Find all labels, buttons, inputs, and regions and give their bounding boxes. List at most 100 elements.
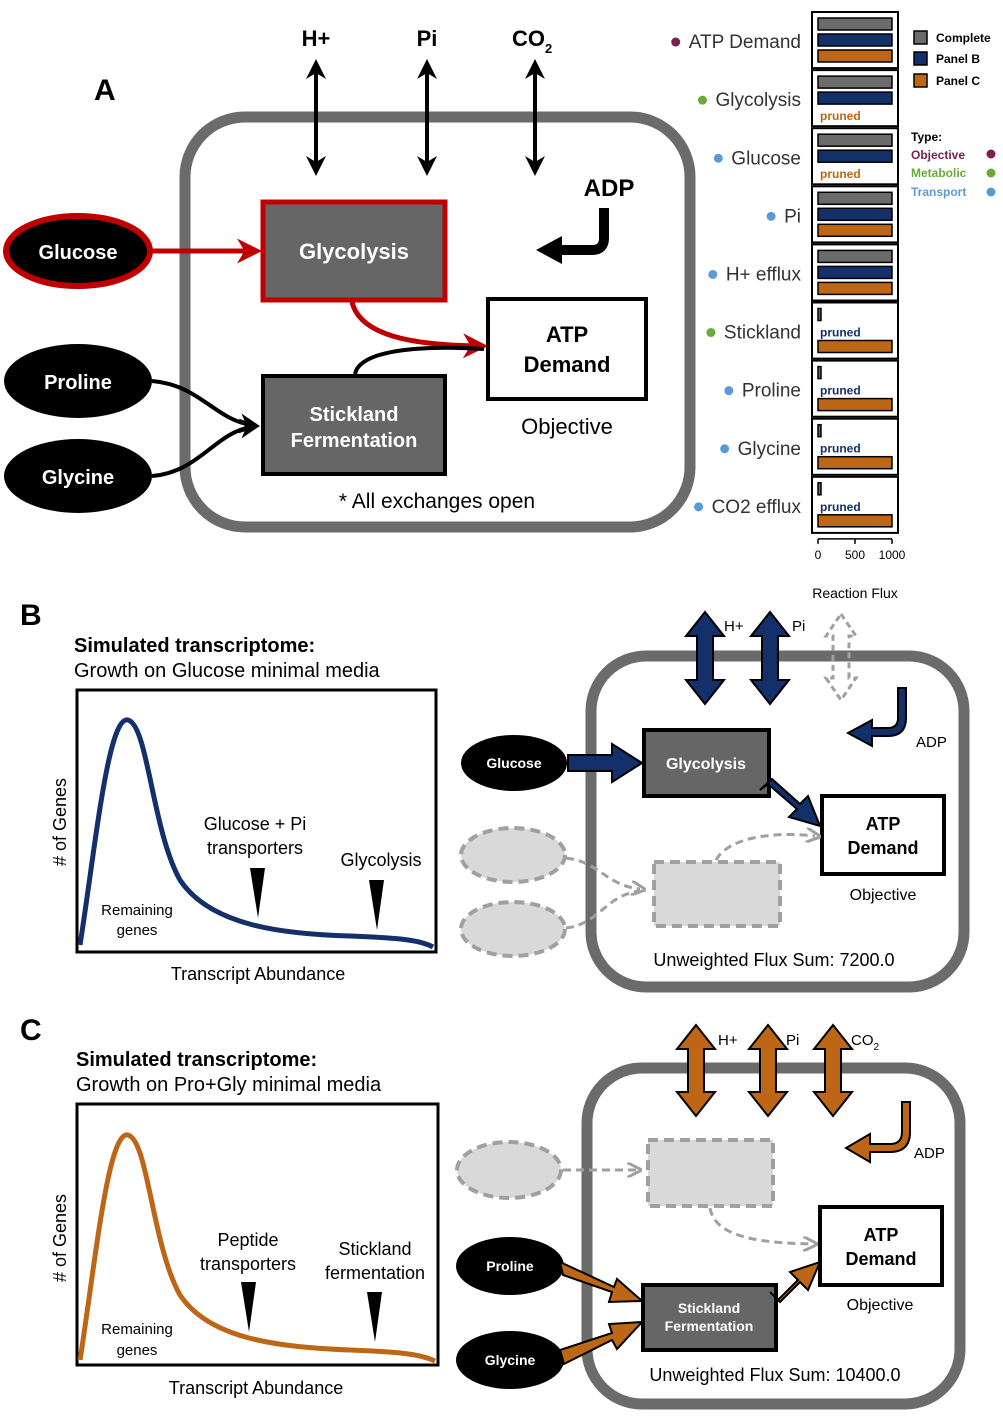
panel-a: A H+ Pi CO2 ADP Glucose Glycolysis ATP D… — [3, 26, 696, 533]
legend-label-panel-c: Panel C — [936, 74, 980, 88]
flux-bar-complete — [817, 191, 893, 206]
panel-c-annotation-peptide-2: transporters — [200, 1254, 296, 1274]
panel-b-adp-label: ADP — [916, 734, 947, 751]
panel-b-proline-node-inactive — [459, 826, 567, 884]
panel-c-proline-arrow — [558, 1260, 645, 1304]
panel-b-flux-sum: Unweighted Flux Sum: 7200.0 — [653, 950, 894, 970]
panel-c-letter: C — [20, 1014, 42, 1047]
flux-category-label: Glycine — [738, 439, 801, 460]
flux-bar-complete — [817, 249, 893, 264]
flux-category-label: CO2 efflux — [712, 497, 802, 518]
panel-c-co2-subscript: 2 — [874, 1042, 880, 1053]
flux-chart-axis: 0 500 1000 — [815, 538, 906, 562]
panel-b-glycolysis-to-atp-arrow — [759, 777, 822, 828]
flux-bar-complete — [817, 133, 893, 147]
flux-bar-complete — [817, 75, 893, 89]
panel-c-annotation-peptide-1: Peptide — [217, 1230, 278, 1250]
adp-label: ADP — [584, 175, 635, 202]
flux-chart-category-labels: ATP Demand Glycolysis Glucose Pi H+ efflux St… — [671, 32, 801, 518]
panel-b-glycolysis-marker — [369, 880, 384, 930]
panel-b: B Simulated transcriptome: Growth on Glu… — [20, 599, 970, 993]
stickland-label-2: Fermentation — [291, 430, 418, 452]
adp-arrow-head — [536, 236, 562, 264]
flux-bar-panel-b — [817, 207, 893, 222]
panel-c-annotation-stickland-2: fermentation — [325, 1263, 425, 1283]
panel-b-glycolysis-label: Glycolysis — [666, 756, 746, 773]
co2-label: CO2 — [512, 26, 552, 56]
panel-b-annotation-transporters-2: transporters — [207, 838, 303, 858]
cell-membrane — [179, 111, 696, 533]
flux-bar-pruned-panel-b: pruned — [820, 500, 861, 514]
panel-c-distribution-curve — [77, 1132, 437, 1364]
panel-c-glucose-node-inactive — [455, 1140, 563, 1200]
panel-c-glycine-arrow — [558, 1320, 645, 1366]
glycine-label: Glycine — [42, 467, 114, 489]
panel-c-atp-box — [818, 1205, 944, 1287]
flux-category-type-dot — [720, 444, 730, 454]
panel-c-flux-sum: Unweighted Flux Sum: 10400.0 — [649, 1365, 900, 1385]
flux-bar-panel-c — [817, 397, 893, 412]
panel-c-stickland-label-1: Stickland — [678, 1300, 740, 1316]
glycolysis-box — [260, 199, 448, 303]
flux-bar-complete — [817, 423, 822, 438]
panel-b-transporters-marker — [250, 868, 265, 918]
panel-c-adp-arrow — [844, 1101, 911, 1164]
flux-axis-tick-label: 1000 — [879, 548, 906, 562]
flux-bar-pruned-panel-b: pruned — [820, 326, 861, 340]
panel-b-pi-label: Pi — [792, 618, 805, 635]
objective-label: Objective — [521, 414, 613, 439]
legend-label-complete: Complete — [936, 31, 991, 45]
panel-c-h-arrow — [674, 1023, 718, 1118]
co2-base: CO — [512, 26, 545, 51]
type-legend-transport: Transport — [911, 185, 966, 199]
panel-c-stickland-marker — [367, 1292, 382, 1342]
flux-bar-pruned-panel-c: pruned — [820, 109, 861, 123]
panel-b-remaining-2: genes — [117, 922, 158, 939]
panel-c-glycine-node — [456, 1331, 564, 1389]
flux-chart-rows: pruned pruned pruned pruned pruned pruned — [811, 11, 899, 534]
flux-bar-panel-c — [817, 339, 893, 354]
panel-b-atp-box — [820, 794, 946, 876]
panel-b-stickland-box-inactive — [652, 860, 782, 928]
flux-bar-panel-c — [817, 514, 893, 528]
flux-category-label: H+ efflux — [726, 264, 802, 285]
panel-c-atp-label-2: Demand — [845, 1249, 916, 1269]
atp-label-2: Demand — [524, 352, 611, 377]
panel-c-co2-base: CO — [851, 1032, 874, 1049]
flux-category-label: Proline — [742, 381, 801, 402]
flux-bar-panel-c — [817, 223, 893, 238]
type-legend-metabolic: Metabolic — [911, 166, 967, 180]
panel-c-atp-label-1: ATP — [864, 1225, 899, 1245]
panel-b-subtitle: Growth on Glucose minimal media — [74, 660, 381, 682]
panel-c-co2-label: CO2 — [851, 1032, 880, 1053]
glycolysis-to-atp-arrow — [349, 301, 488, 359]
panel-c-peptide-marker — [241, 1282, 256, 1332]
panel-b-glycine-node-inactive — [459, 900, 567, 958]
flux-bar-complete — [817, 365, 822, 380]
panel-c-proline-label: Proline — [486, 1258, 534, 1274]
panel-b-co2-arrow-inactive — [823, 611, 859, 703]
panel-c-glycine-label: Glycine — [485, 1352, 536, 1368]
flux-category-type-dot — [697, 95, 707, 105]
panel-b-glycolysis-box — [642, 728, 771, 798]
panel-b-annotation-transporters-1: Glucose + Pi — [204, 814, 307, 834]
panel-b-title: Simulated transcriptome: — [74, 635, 315, 657]
type-legend-objective: Objective — [911, 148, 965, 162]
proline-uptake-arrow — [151, 379, 260, 434]
panel-c-pi-arrow — [746, 1023, 790, 1118]
panel-c-glycolysis-to-atp-inactive — [708, 1207, 812, 1244]
flux-bar-panel-c — [817, 49, 893, 63]
panel-c-h-label: H+ — [718, 1032, 738, 1049]
legend-swatch-panel-b — [913, 51, 928, 66]
flux-bar-panel-b — [817, 149, 893, 163]
panel-b-letter: B — [20, 599, 42, 632]
glycolysis-label: Glycolysis — [299, 239, 409, 264]
adp-arrow — [558, 208, 609, 255]
panel-b-annotation-glycolysis: Glycolysis — [340, 850, 421, 870]
flux-bar-complete — [817, 307, 822, 322]
panel-b-glycine-arrow-inactive — [565, 889, 641, 930]
panel-b-ylabel: # of Genes — [50, 778, 70, 866]
flux-bar-complete — [817, 482, 822, 496]
glycine-node — [4, 439, 152, 513]
panel-c-stickland-label-2: Fermentation — [665, 1318, 754, 1334]
